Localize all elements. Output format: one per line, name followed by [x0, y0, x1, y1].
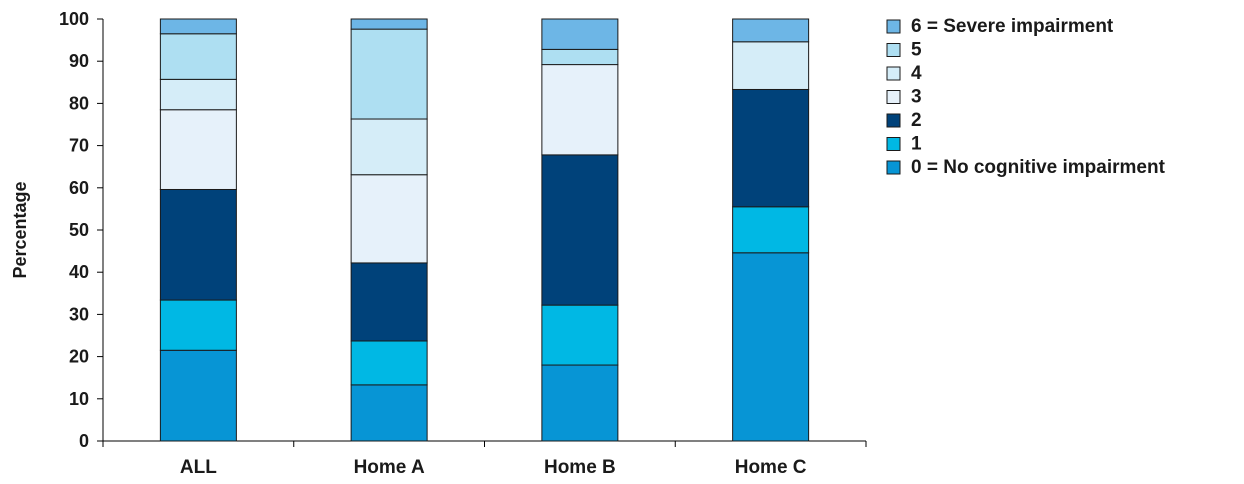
bar-segment-home-b-s5: [541, 48, 619, 66]
bar-segment-home-c-s2: [732, 88, 810, 208]
bar-segment-all-s6: [159, 18, 237, 35]
bar-segment-all-s2: [159, 188, 237, 301]
bar-segment-home-c-s1: [732, 206, 810, 254]
legend-swatch: [886, 113, 901, 128]
bar-segment-home-c-s0: [732, 252, 810, 442]
legend-label: 3: [911, 87, 922, 108]
legend-label: 0 = No cognitive impairment: [911, 157, 1166, 178]
bar-segment-all-s0: [159, 349, 237, 442]
y-tick-label: 90: [69, 51, 89, 71]
y-tick-label: 0: [79, 431, 89, 451]
legend-swatch: [886, 160, 901, 175]
x-tick-label: Home B: [544, 457, 616, 478]
legend-label: 4: [911, 63, 922, 84]
y-tick-label: 10: [69, 389, 89, 409]
bar-segment-home-b-s2: [541, 154, 619, 306]
bar-segment-all-s1: [159, 299, 237, 351]
bar-segment-home-b-s6: [541, 18, 619, 50]
y-tick-label: 20: [69, 347, 89, 367]
bar-segment-home-a-s2: [350, 262, 428, 342]
y-tick-label: 30: [69, 304, 89, 324]
bar-segment-home-a-s4: [350, 118, 428, 176]
bar-segment-home-b-s3: [541, 64, 619, 156]
y-tick-label: 50: [69, 220, 89, 240]
bar-segment-home-a-s0: [350, 384, 428, 442]
legend-label: 5: [911, 40, 922, 61]
bar-segment-all-s3: [159, 109, 237, 190]
y-axis-label: Percentage: [10, 181, 30, 278]
y-tick-label: 60: [69, 178, 89, 198]
bar-segment-home-c-s4: [732, 41, 810, 90]
bar-segment-all-s5: [159, 33, 237, 80]
legend-label: 1: [911, 134, 922, 155]
x-tick-label: Home C: [735, 457, 807, 478]
bar-segment-home-a-s6: [350, 18, 428, 30]
legend-swatch: [886, 19, 901, 34]
x-tick-label: ALL: [180, 457, 217, 478]
bar-segment-home-c-s6: [732, 18, 810, 43]
legend-label: 6 = Severe impairment: [911, 16, 1114, 37]
y-tick-label: 80: [69, 93, 89, 113]
bar-segment-home-b-s1: [541, 304, 619, 366]
bar-segment-home-b-s0: [541, 364, 619, 442]
y-tick-label: 70: [69, 136, 89, 156]
bar-segment-home-a-s5: [350, 28, 428, 120]
legend-swatch: [886, 90, 901, 104]
x-tick-label: Home A: [354, 457, 425, 478]
bar-segment-all-s4: [159, 78, 237, 111]
bar-segment-home-a-s3: [350, 174, 428, 264]
legend-swatch: [886, 43, 901, 57]
y-tick-label: 100: [59, 9, 89, 29]
bar-segment-home-a-s1: [350, 340, 428, 386]
y-tick-label: 40: [69, 262, 89, 282]
legend-label: 2: [911, 110, 922, 131]
legend-swatch: [886, 66, 901, 81]
legend-swatch: [886, 137, 901, 151]
